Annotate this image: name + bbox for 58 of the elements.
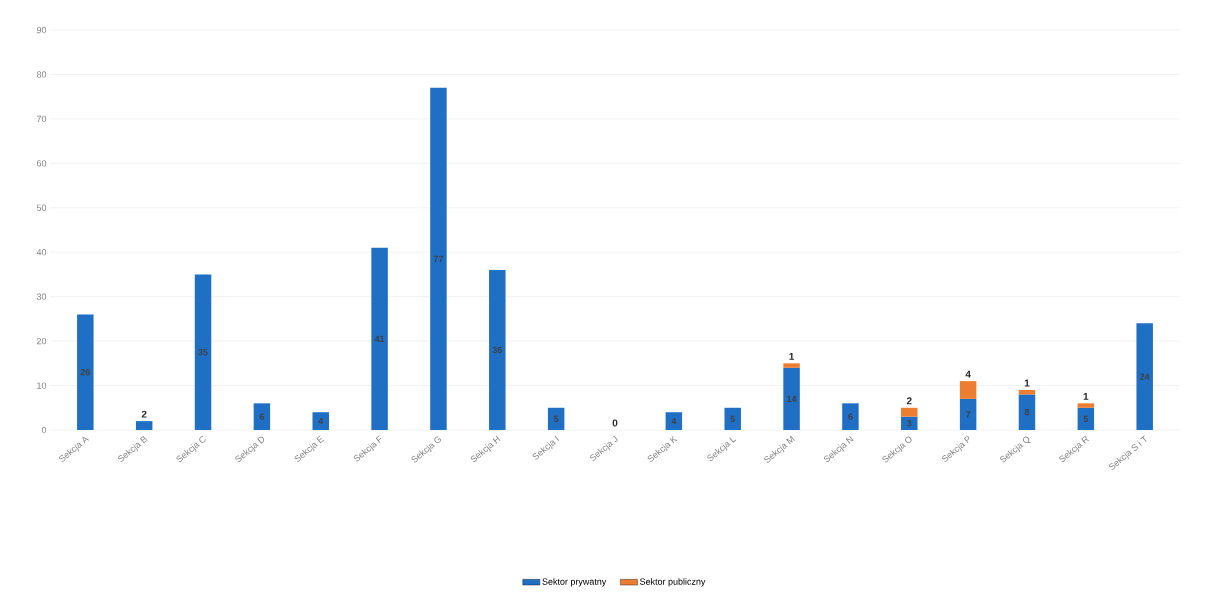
- data-label: 7: [966, 411, 971, 418]
- y-tick-label: 60: [36, 160, 47, 167]
- bar: [1077, 407, 1095, 430]
- data-label: 1: [1083, 392, 1089, 400]
- bar: [253, 403, 271, 430]
- data-label: 8: [1024, 409, 1030, 416]
- data-label: 5: [1083, 415, 1089, 423]
- data-label: 6: [848, 413, 853, 420]
- data-label: 4: [965, 370, 971, 378]
- bar: [724, 407, 741, 430]
- data-label: 0: [612, 419, 618, 427]
- data-label: 1: [789, 352, 795, 360]
- data-label: 35: [198, 349, 208, 356]
- data-label: 5: [730, 415, 735, 423]
- bar: [842, 403, 859, 430]
- bar: [77, 314, 94, 430]
- bar: [783, 367, 800, 430]
- y-tick-label: 90: [36, 26, 47, 34]
- bar: [547, 407, 565, 430]
- legend-label: Sektor prywatny: [542, 578, 607, 587]
- bar: [959, 398, 977, 430]
- bar: [1136, 323, 1153, 430]
- data-label: 5: [553, 415, 559, 423]
- y-tick-label: 50: [36, 204, 47, 211]
- bar: [1077, 403, 1095, 408]
- bar: [489, 270, 506, 430]
- data-label: 4: [671, 418, 677, 425]
- data-label: 1: [1024, 379, 1030, 387]
- y-tick-label: 40: [36, 249, 47, 256]
- data-label: 24: [1140, 373, 1150, 380]
- data-label: 4: [318, 418, 324, 425]
- data-label: 36: [492, 346, 502, 354]
- bar: [312, 412, 329, 430]
- data-label: 2: [906, 397, 912, 405]
- data-label: 14: [787, 395, 797, 402]
- y-tick-label: 20: [36, 337, 47, 345]
- bar: [901, 416, 918, 430]
- bar: [1018, 394, 1036, 430]
- legend-label: Sektor publiczny: [640, 578, 706, 587]
- bar: [665, 412, 683, 430]
- bar: [959, 381, 977, 399]
- bar: [194, 274, 212, 430]
- data-label: 3: [906, 420, 912, 427]
- bar: [135, 421, 153, 430]
- data-label: 2: [141, 410, 147, 418]
- data-label: 26: [80, 369, 90, 376]
- bar: [430, 87, 447, 430]
- y-tick-label: 70: [36, 115, 47, 123]
- y-tick-label: 10: [37, 382, 47, 389]
- y-tick-label: 30: [36, 293, 47, 300]
- bar: [783, 363, 800, 368]
- data-label: 41: [374, 335, 385, 342]
- y-tick-label: 80: [36, 71, 47, 78]
- y-tick-label: 0: [41, 426, 47, 434]
- data-label: 6: [259, 413, 265, 420]
- data-label: 77: [433, 255, 444, 262]
- bar: [901, 407, 918, 417]
- bar: [371, 247, 388, 430]
